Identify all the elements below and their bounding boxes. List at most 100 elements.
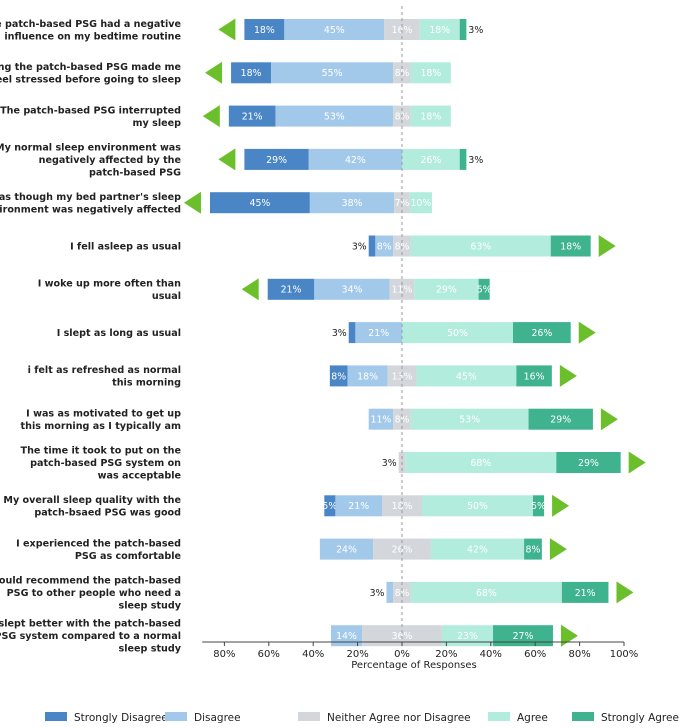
bar-segment-strongly-agree: [532, 495, 545, 517]
legend-label: Strongly Agree: [601, 712, 679, 724]
bar-segment-disagree: [308, 148, 402, 170]
question-label-line: My overall sleep quality with the: [3, 495, 181, 506]
question-label-line: feel stressed before going to sleep: [0, 75, 181, 86]
question-label-line: i felt as refreshed as normal: [28, 365, 181, 376]
bar-segment-strongly-agree: [478, 278, 490, 300]
right-arrow-icon: [552, 494, 570, 517]
bar-segment-strongly-agree: [493, 625, 553, 647]
segment-value-label: 23%: [457, 631, 478, 642]
legend-label: Disagree: [194, 712, 241, 724]
right-arrow-icon: [616, 581, 634, 604]
bar-segment-agree: [409, 192, 432, 214]
question-label: The patch-based PSG interrupted my sleep: [0, 105, 181, 129]
segment-value-label: 45%: [249, 198, 270, 209]
right-arrow-icon: [598, 235, 616, 257]
bar-segment-disagree: [314, 278, 390, 300]
bar-segment-agree: [421, 495, 533, 517]
bar-segment-strongly-agree: [524, 538, 542, 560]
bar-segment-neither-agree-nor-disagree: [362, 625, 442, 647]
bar-segment-strongly-disagree: [267, 278, 315, 300]
segment-value-label: 10%: [410, 198, 431, 209]
segment-value-label: 53%: [324, 112, 345, 123]
question-row: I feel as though my bed partner's sleepe…: [0, 191, 432, 215]
question-label-line: I feel as though my bed partner's sleep: [0, 192, 181, 203]
segment-value-label: 53%: [459, 415, 480, 426]
bar-segment-strongly-disagree: [368, 235, 376, 257]
segment-value-label: 45%: [456, 371, 477, 382]
bar-segment-strongly-disagree: [209, 192, 310, 214]
segment-value-label: 16%: [524, 371, 545, 382]
question-label-line: sleep study: [119, 644, 182, 655]
legend-label: Agree: [517, 712, 548, 724]
bar-segment-agree: [402, 148, 460, 170]
question-label-line: usual: [152, 291, 181, 302]
question-row: The time it took to put on the patch-base…: [21, 446, 646, 482]
bar-segment-agree: [405, 452, 557, 473]
left-arrow-icon: [218, 148, 236, 171]
bar-segment-strongly-agree: [561, 581, 609, 603]
question-label: The time it took to put on the patch-base…: [21, 446, 182, 482]
segment-value-label: 21%: [242, 112, 263, 123]
segment-value-label: 42%: [345, 155, 366, 166]
legend-swatch: [298, 712, 320, 721]
question-row: The patch-based PSG had a negative influe…: [0, 18, 483, 42]
x-tick-label: 20%: [435, 649, 457, 660]
segment-value-label: 68%: [470, 458, 491, 469]
segment-value-label: 55%: [322, 68, 343, 79]
segment-value-label: 14%: [336, 631, 357, 642]
bar-segment-disagree: [386, 581, 394, 603]
bar-segment-agree: [414, 278, 479, 300]
left-arrow-icon: [241, 278, 259, 301]
question-row: I fell asleep as usual 3% 8% 8% 63% 18%: [70, 235, 616, 257]
bar-segment-strongly-disagree: [348, 322, 356, 344]
legend-item: Disagree: [165, 712, 241, 724]
question-label-line: negatively affected by the: [39, 155, 182, 166]
segment-value-label: 63%: [470, 241, 491, 252]
bar-segment-strongly-agree: [556, 452, 621, 473]
segment-value-label: 50%: [467, 501, 488, 512]
segment-value-label: 34%: [342, 285, 363, 296]
bar-segment-disagree: [347, 365, 388, 387]
question-label-line: I slept as long as usual: [57, 328, 181, 339]
segment-value-label: 5%: [531, 501, 546, 512]
question-label-line: this morning as I typically am: [21, 421, 181, 432]
question-label-line: influence on my bedtime routine: [4, 31, 181, 42]
segment-value-label: 50%: [447, 328, 468, 339]
segment-value-label: 3%: [382, 458, 397, 469]
question-label-line: I was as motivated to get up: [26, 408, 181, 419]
question-row: The patch-based PSG interrupted my sleep 2…: [0, 105, 451, 129]
left-arrow-icon: [205, 61, 223, 84]
bar-segment-strongly-disagree: [324, 495, 336, 517]
question-row: i felt as refreshed as normal this mornin…: [28, 364, 577, 389]
x-tick-label: 100%: [610, 649, 639, 660]
bar-segment-agree: [402, 322, 513, 344]
segment-value-label: 29%: [550, 415, 571, 426]
right-arrow-icon: [628, 451, 646, 474]
segment-value-label: 5%: [477, 285, 492, 296]
segment-value-label: 18%: [429, 25, 450, 36]
question-label-line: patch-bsaed PSG was good: [34, 508, 181, 519]
segment-value-label: 18%: [357, 371, 378, 382]
question-label-line: The time it took to put on the: [21, 446, 182, 457]
legend-item: Agree: [488, 712, 548, 724]
right-arrow-icon: [549, 538, 567, 561]
segment-value-label: 13%: [392, 371, 413, 382]
segment-value-label: 18%: [560, 241, 581, 252]
segment-value-label: 21%: [575, 588, 596, 599]
question-label: My overall sleep quality with the patch-b…: [3, 495, 181, 519]
question-label-line: My normal sleep environment was: [0, 142, 181, 153]
question-label-line: this morning: [112, 378, 181, 389]
segment-value-label: 26%: [420, 155, 441, 166]
left-arrow-icon: [202, 105, 220, 128]
bar-segment-strongly-agree: [528, 408, 593, 430]
bar-segment-strongly-agree: [513, 322, 571, 344]
bar-segment-disagree: [375, 235, 394, 257]
bar-segment-agree: [441, 625, 494, 647]
bar-segment-strongly-disagree: [231, 62, 272, 84]
bar-segment-strongly-disagree: [244, 148, 309, 170]
legend-swatch: [45, 712, 67, 721]
segment-value-label: 26%: [531, 328, 552, 339]
question-row: My overall sleep quality with the patch-b…: [3, 494, 570, 519]
bar-segment-disagree: [355, 322, 402, 344]
